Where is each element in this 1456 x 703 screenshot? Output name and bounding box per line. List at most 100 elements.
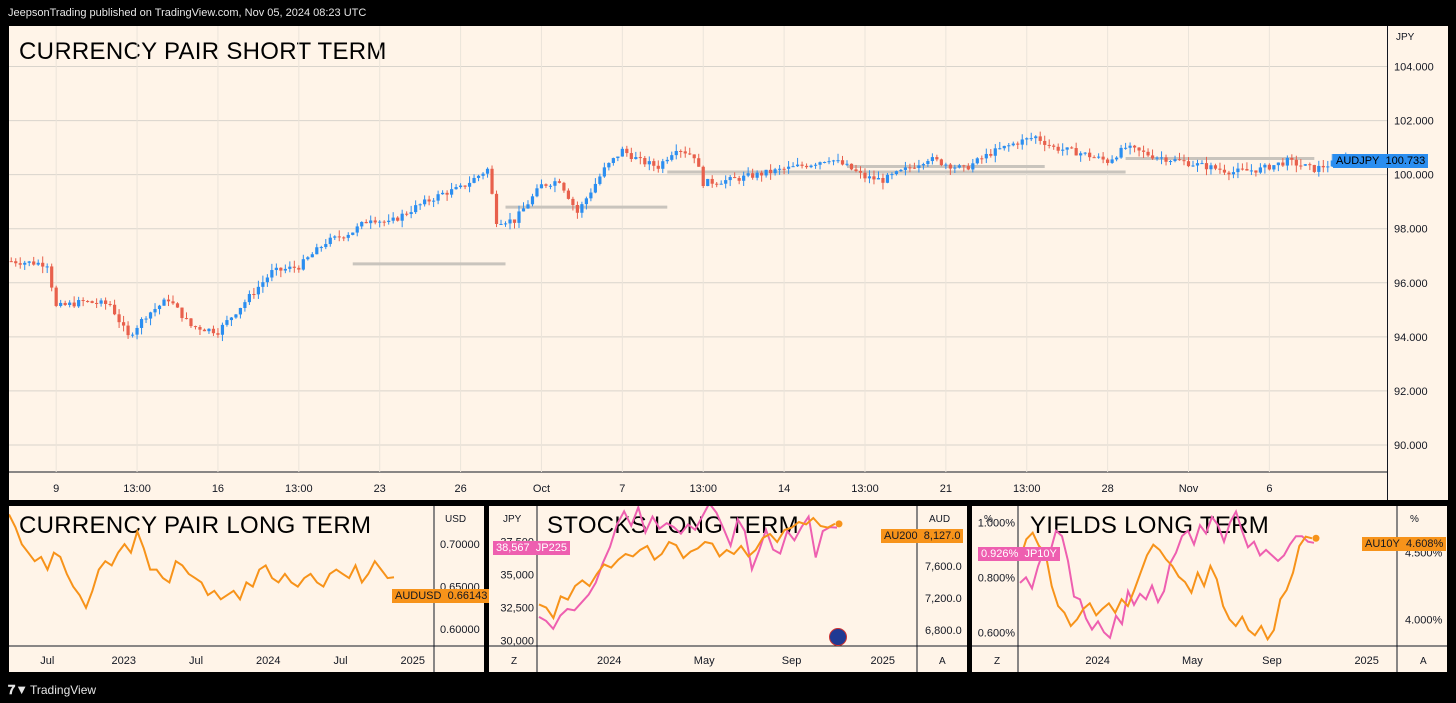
main-chart-panel[interactable]: CURRENCY PAIR SHORT TERM JPY 913:001613:… [9,26,1387,500]
candle-body [1119,147,1123,158]
candle-body [827,161,831,163]
candle-body [512,219,517,223]
y-tick-label: 96.000 [1394,278,1428,290]
candle-body [966,166,970,170]
yields-line-chart[interactable]: 1.000%0.800%0.600%4.500%4.000%2024 May Sep… [972,506,1447,672]
orange-series-line [538,516,836,621]
candle-body [449,189,454,195]
candle-body [400,213,404,221]
candle-body [472,177,476,183]
candle-body [980,158,984,160]
candle-body [517,211,521,223]
candle-body [580,204,584,213]
candle-body [917,165,921,168]
candle-body [930,157,934,162]
right-unit: % [1410,514,1419,525]
candle-body [1002,145,1006,149]
unit-label: JPY [1396,32,1415,43]
z-button[interactable]: Z [511,656,518,667]
y-tick-label: 98.000 [1394,224,1428,236]
candle-body [782,168,786,170]
x-tick-label: 16 [212,483,224,495]
candle-body [867,176,872,179]
left-tick-label: 0.600% [978,627,1016,639]
candle-body [553,181,557,186]
candle-body [360,221,364,227]
candle-body [800,164,804,166]
candle-body [1047,144,1051,146]
candle-body [1245,168,1249,171]
z-button[interactable]: Z [994,656,1001,667]
candle-body [638,157,642,159]
candle-body [121,322,126,326]
candle-body [252,294,256,296]
candle-body [1038,136,1042,141]
tradingview-logo-icon: 𝟕▼ [8,682,29,697]
main-price-axis[interactable]: JPY 104.000 102.000 100.000 98.000 96.000 94.… [1387,26,1448,500]
last-value-dot [1312,534,1320,542]
candle-body [463,185,467,187]
candle-body [292,266,296,268]
yields-long-term-panel[interactable]: YIELDS LONG TERM % % Z A 1.000% 0.800% 0.6… [972,506,1447,672]
y-tick-label: 100.000 [1394,170,1434,182]
candle-body [786,166,791,169]
candle-body [1159,157,1164,159]
candle-body [656,165,660,169]
y-tick-label: 0.70000 [440,539,480,551]
last-value-dot [835,520,843,528]
candle-body [54,287,58,306]
candle-body [373,220,377,223]
x-tick-label: 2025 [401,655,425,667]
publish-text: JeepsonTrading published on TradingView.… [8,7,367,19]
candle-body [634,157,638,160]
candle-body [243,302,247,308]
candle-body [409,212,413,215]
candle-body [584,198,588,205]
candle-body [912,167,917,169]
candle-body [1088,152,1092,158]
candle-body [364,221,368,224]
x-tick-label: Jul [40,655,54,667]
x-tick-label: Nov [1179,483,1199,495]
candle-body [166,299,171,302]
candle-body [9,261,13,263]
x-tick-label: Oct [533,483,550,495]
candle-body [849,163,854,170]
candle-body [926,161,930,165]
x-tick-label: 7 [619,483,625,495]
candle-body [1209,165,1213,170]
candle-body [557,181,562,183]
stocks-line-chart[interactable]: 37,50035,00032,50030,0007,600.07,200.06,… [489,506,967,672]
candle-body [86,301,90,303]
candle-body [175,303,180,308]
x-tick-label: 28 [1101,483,1113,495]
a-button[interactable]: A [1420,656,1427,667]
candle-body [1285,157,1289,166]
value: 4.608% [1405,538,1444,550]
candle-body [1115,157,1119,160]
candle-body [184,318,189,320]
left-unit: JPY [503,514,522,525]
value: 8,127.0 [923,530,961,542]
candle-body [1016,143,1020,145]
candle-body [427,199,431,202]
candle-body [836,160,840,162]
a-button[interactable]: A [939,656,946,667]
candle-body [99,300,103,304]
candle-body [571,198,575,205]
candle-body [611,158,615,163]
price-value: 0.66143 [447,590,488,602]
brand-name: TradingView [30,683,97,697]
right-tick-label: 4.000% [1405,614,1443,626]
audjpy-candlestick-chart[interactable]: 9 13:00 16 13:00 23 26 Oct 7 13:00 14 13:00 21 13:00… [9,26,1387,500]
x-tick-label: 14 [778,483,790,495]
candle-body [485,168,490,174]
candle-body [1056,146,1060,151]
candle-body [1092,157,1096,159]
candle-body [297,267,301,270]
candle-body [593,183,597,193]
candle-body [1263,164,1267,168]
candle-body [1330,160,1334,167]
footer-bar: 𝟕▼ TradingView [0,677,1456,703]
